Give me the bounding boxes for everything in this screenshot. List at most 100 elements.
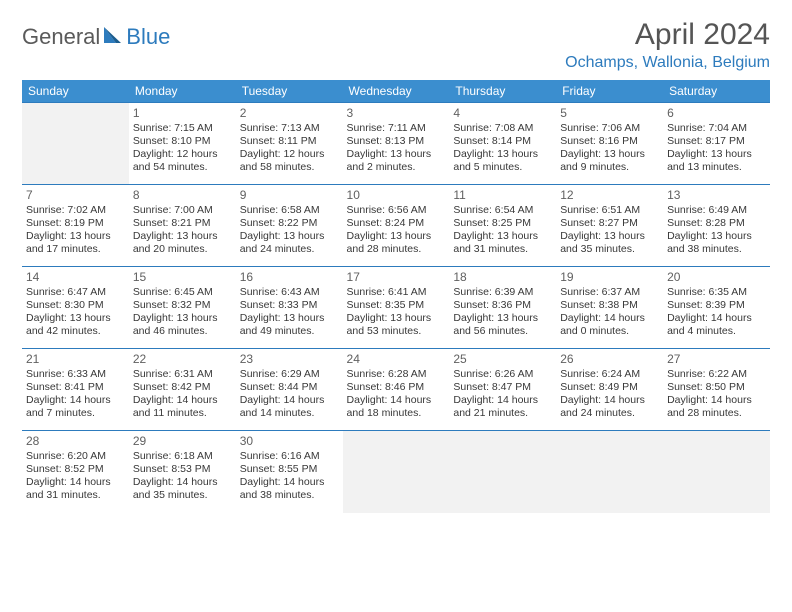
daylight-line: and 20 minutes. bbox=[133, 243, 232, 256]
sunrise-line: Sunrise: 6:51 AM bbox=[560, 204, 659, 217]
calendar-cell: 25Sunrise: 6:26 AMSunset: 8:47 PMDayligh… bbox=[449, 349, 556, 431]
sunrise-line: Sunrise: 6:20 AM bbox=[26, 450, 125, 463]
daylight-line: Daylight: 14 hours bbox=[133, 394, 232, 407]
day-number: 11 bbox=[453, 188, 552, 203]
sunset-line: Sunset: 8:38 PM bbox=[560, 299, 659, 312]
day-number: 1 bbox=[133, 106, 232, 121]
sunrise-line: Sunrise: 7:02 AM bbox=[26, 204, 125, 217]
daylight-line: and 17 minutes. bbox=[26, 243, 125, 256]
daylight-line: Daylight: 14 hours bbox=[453, 394, 552, 407]
sunrise-line: Sunrise: 6:16 AM bbox=[240, 450, 339, 463]
daylight-line: Daylight: 13 hours bbox=[347, 230, 446, 243]
calendar-cell: 19Sunrise: 6:37 AMSunset: 8:38 PMDayligh… bbox=[556, 267, 663, 349]
weekday-header: Tuesday bbox=[236, 80, 343, 103]
day-number: 25 bbox=[453, 352, 552, 367]
calendar-cell: 11Sunrise: 6:54 AMSunset: 8:25 PMDayligh… bbox=[449, 185, 556, 267]
sunrise-line: Sunrise: 6:45 AM bbox=[133, 286, 232, 299]
sunrise-line: Sunrise: 7:00 AM bbox=[133, 204, 232, 217]
sunrise-line: Sunrise: 6:49 AM bbox=[667, 204, 766, 217]
sunset-line: Sunset: 8:10 PM bbox=[133, 135, 232, 148]
sunset-line: Sunset: 8:11 PM bbox=[240, 135, 339, 148]
calendar-cell: 26Sunrise: 6:24 AMSunset: 8:49 PMDayligh… bbox=[556, 349, 663, 431]
daylight-line: and 24 minutes. bbox=[560, 407, 659, 420]
daylight-line: Daylight: 13 hours bbox=[240, 230, 339, 243]
sunset-line: Sunset: 8:13 PM bbox=[347, 135, 446, 148]
day-number: 26 bbox=[560, 352, 659, 367]
day-number: 17 bbox=[347, 270, 446, 285]
sunrise-line: Sunrise: 6:24 AM bbox=[560, 368, 659, 381]
logo: General Blue bbox=[22, 18, 170, 50]
calendar-cell: 3Sunrise: 7:11 AMSunset: 8:13 PMDaylight… bbox=[343, 103, 450, 185]
daylight-line: Daylight: 13 hours bbox=[453, 148, 552, 161]
day-number: 23 bbox=[240, 352, 339, 367]
day-number: 7 bbox=[26, 188, 125, 203]
daylight-line: and 35 minutes. bbox=[133, 489, 232, 502]
calendar-cell bbox=[556, 431, 663, 513]
sunrise-line: Sunrise: 6:47 AM bbox=[26, 286, 125, 299]
sunrise-line: Sunrise: 6:37 AM bbox=[560, 286, 659, 299]
calendar-body: 1Sunrise: 7:15 AMSunset: 8:10 PM Daylight… bbox=[22, 103, 770, 513]
daylight-line: Daylight: 14 hours bbox=[560, 394, 659, 407]
daylight-line: and 46 minutes. bbox=[133, 325, 232, 338]
calendar-cell: 17Sunrise: 6:41 AMSunset: 8:35 PMDayligh… bbox=[343, 267, 450, 349]
logo-text-blue: Blue bbox=[126, 24, 170, 50]
sunset-line: Sunset: 8:22 PM bbox=[240, 217, 339, 230]
day-number: 19 bbox=[560, 270, 659, 285]
calendar-page: General Blue April 2024 Ochamps, Walloni… bbox=[0, 0, 792, 531]
day-number: 15 bbox=[133, 270, 232, 285]
daylight-line: and 11 minutes. bbox=[133, 407, 232, 420]
calendar-cell: 14Sunrise: 6:47 AMSunset: 8:30 PMDayligh… bbox=[22, 267, 129, 349]
day-number: 21 bbox=[26, 352, 125, 367]
sunrise-line: Sunrise: 6:56 AM bbox=[347, 204, 446, 217]
sunset-line: Sunset: 8:55 PM bbox=[240, 463, 339, 476]
daylight-line: and 21 minutes. bbox=[453, 407, 552, 420]
daylight-line: Daylight: 14 hours bbox=[347, 394, 446, 407]
sunrise-line: Sunrise: 6:43 AM bbox=[240, 286, 339, 299]
calendar-table: Sunday Monday Tuesday Wednesday Thursday… bbox=[22, 80, 770, 513]
daylight-line: Daylight: 12 hours bbox=[240, 148, 339, 161]
logo-text-general: General bbox=[22, 24, 100, 50]
sunset-line: Sunset: 8:24 PM bbox=[347, 217, 446, 230]
daylight-line: Daylight: 13 hours bbox=[453, 312, 552, 325]
sunset-line: Sunset: 8:53 PM bbox=[133, 463, 232, 476]
daylight-line: Daylight: 13 hours bbox=[667, 230, 766, 243]
weekday-header: Wednesday bbox=[343, 80, 450, 103]
calendar-cell: 18Sunrise: 6:39 AMSunset: 8:36 PMDayligh… bbox=[449, 267, 556, 349]
daylight-line: and 53 minutes. bbox=[347, 325, 446, 338]
daylight-line: and 49 minutes. bbox=[240, 325, 339, 338]
sunrise-line: Sunrise: 6:39 AM bbox=[453, 286, 552, 299]
sunrise-line: Sunrise: 6:58 AM bbox=[240, 204, 339, 217]
calendar-cell bbox=[22, 103, 129, 185]
day-number: 28 bbox=[26, 434, 125, 449]
calendar-cell: 1Sunrise: 7:15 AMSunset: 8:10 PMDaylight… bbox=[129, 103, 236, 185]
day-number: 4 bbox=[453, 106, 552, 121]
daylight-line: and 35 minutes. bbox=[560, 243, 659, 256]
daylight-line: Daylight: 13 hours bbox=[347, 148, 446, 161]
sunrise-line: Sunrise: 6:41 AM bbox=[347, 286, 446, 299]
header: General Blue April 2024 Ochamps, Walloni… bbox=[22, 18, 770, 72]
daylight-line: and 2 minutes. bbox=[347, 161, 446, 174]
sunrise-line: Sunrise: 7:15 AM bbox=[133, 122, 232, 135]
sunrise-line: Sunrise: 6:31 AM bbox=[133, 368, 232, 381]
calendar-cell: 27Sunrise: 6:22 AMSunset: 8:50 PMDayligh… bbox=[663, 349, 770, 431]
calendar-cell: 10Sunrise: 6:56 AMSunset: 8:24 PMDayligh… bbox=[343, 185, 450, 267]
calendar-header-row: Sunday Monday Tuesday Wednesday Thursday… bbox=[22, 80, 770, 103]
day-number: 6 bbox=[667, 106, 766, 121]
daylight-line: Daylight: 13 hours bbox=[240, 312, 339, 325]
calendar-cell: 16Sunrise: 6:43 AMSunset: 8:33 PMDayligh… bbox=[236, 267, 343, 349]
day-number: 27 bbox=[667, 352, 766, 367]
daylight-line: Daylight: 13 hours bbox=[667, 148, 766, 161]
day-number: 12 bbox=[560, 188, 659, 203]
daylight-line: and 14 minutes. bbox=[240, 407, 339, 420]
calendar-cell: 23Sunrise: 6:29 AMSunset: 8:44 PMDayligh… bbox=[236, 349, 343, 431]
sunset-line: Sunset: 8:39 PM bbox=[667, 299, 766, 312]
sunrise-line: Sunrise: 7:06 AM bbox=[560, 122, 659, 135]
sunset-line: Sunset: 8:17 PM bbox=[667, 135, 766, 148]
daylight-line: Daylight: 13 hours bbox=[133, 230, 232, 243]
calendar-cell: 7Sunrise: 7:02 AMSunset: 8:19 PMDaylight… bbox=[22, 185, 129, 267]
calendar-cell: 2Sunrise: 7:13 AMSunset: 8:11 PMDaylight… bbox=[236, 103, 343, 185]
daylight-line: and 18 minutes. bbox=[347, 407, 446, 420]
calendar-cell: 12Sunrise: 6:51 AMSunset: 8:27 PMDayligh… bbox=[556, 185, 663, 267]
sunset-line: Sunset: 8:44 PM bbox=[240, 381, 339, 394]
daylight-line: and 54 minutes. bbox=[133, 161, 232, 174]
